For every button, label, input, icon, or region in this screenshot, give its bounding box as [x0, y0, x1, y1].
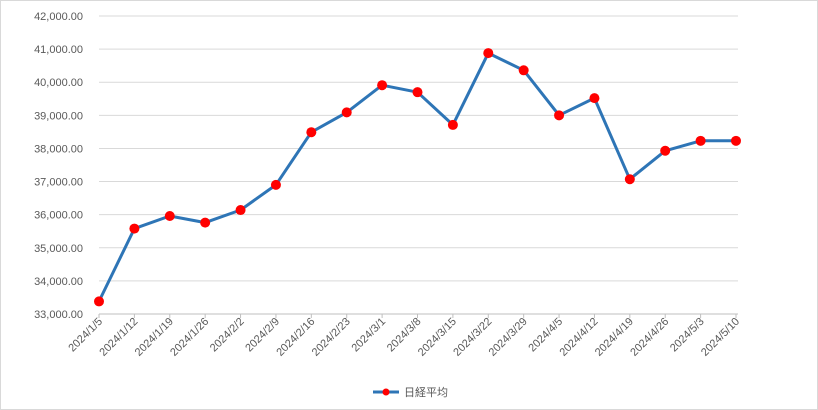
x-tick-label: 2024/3/29: [487, 316, 530, 359]
y-tick-label: 38,000.00: [34, 143, 83, 155]
y-tick-label: 39,000.00: [34, 110, 83, 122]
y-tick-label: 41,000.00: [34, 44, 83, 56]
data-point: [412, 87, 423, 98]
y-tick-label: 42,000.00: [34, 11, 83, 23]
x-tick-label: 2024/5/10: [699, 316, 742, 359]
data-point: [377, 80, 388, 91]
data-point: [518, 65, 529, 76]
y-tick-label: 37,000.00: [34, 177, 83, 189]
y-tick-label: 33,000.00: [34, 309, 83, 321]
y-axis-tick-labels: 33,000.00 34,000.00 35,000.00 36,000.00 37,0…: [34, 11, 83, 321]
data-point: [731, 135, 741, 146]
data-point: [589, 93, 600, 104]
x-tick-label: 2024/3/1: [349, 316, 388, 355]
legend: 日経平均: [373, 386, 448, 399]
y-tick-label: 36,000.00: [34, 210, 83, 222]
data-point: [164, 210, 175, 221]
data-point: [235, 205, 246, 216]
legend-marker-swatch: [382, 388, 390, 396]
gridlines: [98, 15, 738, 318]
data-point: [695, 135, 706, 146]
x-tick-label: 2024/4/26: [628, 316, 671, 359]
data-point: [624, 174, 635, 185]
data-point: [306, 127, 317, 138]
x-axis-tick-labels: 2024/1/52024/1/122024/1/192024/1/262024/…: [66, 316, 742, 359]
data-point: [341, 107, 352, 118]
x-tick-label: 2024/2/2: [208, 316, 247, 355]
data-point: [483, 48, 494, 59]
series-points: [94, 48, 741, 307]
data-point: [554, 110, 565, 121]
y-tick-label: 35,000.00: [34, 243, 83, 255]
data-point: [200, 217, 211, 228]
data-point: [129, 223, 140, 234]
x-tick-label: 2024/1/26: [168, 316, 211, 359]
legend-label: 日経平均: [404, 386, 448, 399]
y-tick-label: 34,000.00: [34, 276, 83, 288]
data-point: [270, 179, 281, 190]
data-point: [447, 119, 458, 130]
data-point: [94, 296, 104, 307]
y-tick-label: 40,000.00: [34, 77, 83, 89]
x-tick-label: 2024/2/23: [310, 316, 353, 359]
data-point: [660, 145, 671, 156]
